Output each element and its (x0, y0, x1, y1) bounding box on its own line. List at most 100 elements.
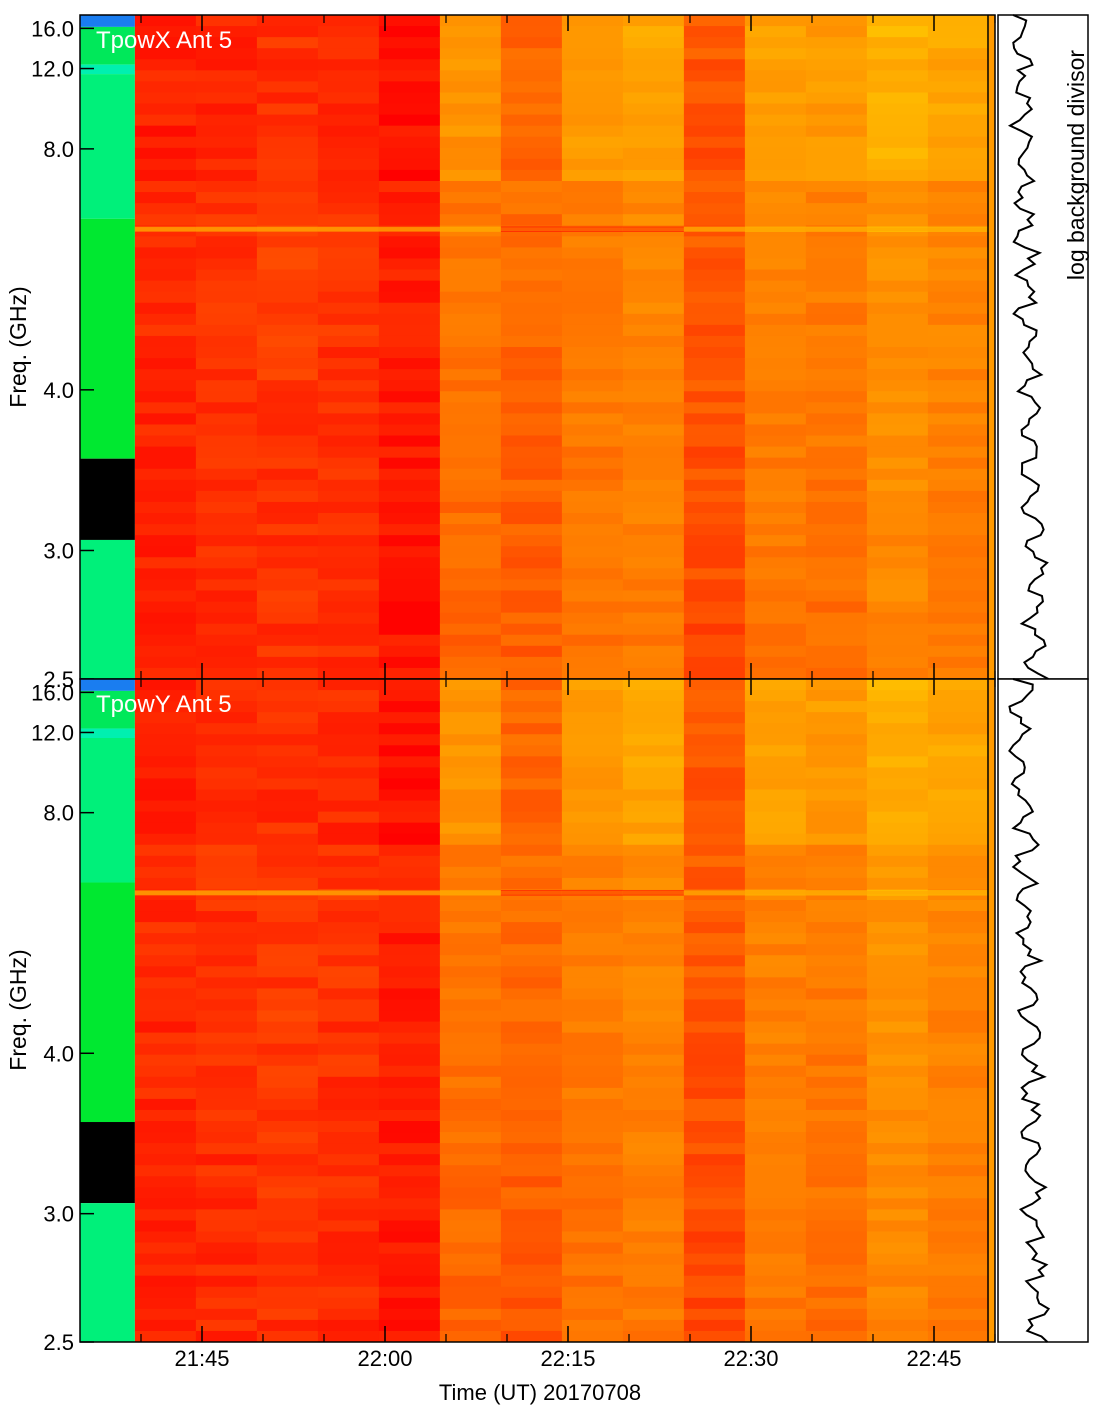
spectrogram-cell (561, 944, 624, 956)
spectrogram-cell (866, 479, 929, 492)
spectrogram-cell (378, 833, 441, 846)
spectrogram-cell (500, 944, 563, 956)
spectrogram-cell (317, 513, 380, 525)
spectrogram-cell (683, 324, 746, 337)
spectrogram-cell (744, 26, 807, 38)
spectrogram-cell (195, 490, 258, 503)
spectrogram-cell (805, 1231, 868, 1244)
spectrogram-cell (683, 1297, 746, 1310)
spectrogram-cell (805, 767, 868, 780)
spectrogram-cell (134, 999, 197, 1012)
spectrogram-cell (378, 203, 441, 215)
spectrogram-cell (378, 468, 441, 481)
spectrogram-cell (256, 844, 319, 857)
spectrogram-cell (256, 103, 319, 116)
spectrogram-cell (134, 900, 197, 912)
spectrogram-cell (683, 1076, 746, 1089)
spectrogram-cell (805, 1286, 868, 1299)
spectrogram-cell (744, 1165, 807, 1177)
spectrogram-cell (195, 391, 258, 403)
spectrogram-cell (439, 656, 502, 669)
spectrogram-cell (683, 745, 746, 757)
spectrogram-cell (500, 1076, 563, 1089)
spectrogram-cell (805, 125, 868, 138)
spectrogram-cell (317, 1043, 380, 1056)
spectrogram-cell (378, 513, 441, 525)
spectrogram-cell (683, 147, 746, 160)
spectrogram-cell (439, 48, 502, 60)
spectrogram-cell (744, 313, 807, 326)
spectrogram-cell (683, 1121, 746, 1133)
spectrogram-cell (744, 192, 807, 204)
background-divisor-curve-tpowx (1007, 14, 1049, 680)
spectrogram-cell (500, 601, 563, 614)
spectrogram-cell (866, 402, 929, 414)
spectrogram-cell (134, 1021, 197, 1034)
spectrogram-cell (622, 136, 685, 149)
spectrogram-cell (134, 1330, 197, 1342)
spectrogram-cell (439, 612, 502, 625)
spectrogram-cell (866, 446, 929, 459)
spectrogram-cell (744, 944, 807, 956)
spectrogram-cell (927, 48, 995, 60)
spectrogram-cell (378, 136, 441, 149)
spectrogram-cell (500, 214, 563, 226)
spectrogram-cell (927, 424, 995, 437)
background-band (80, 15, 135, 27)
spectrogram-cell (805, 380, 868, 392)
spectrogram-cell (317, 955, 380, 967)
spectrogram-cell (439, 667, 502, 679)
spectrogram-cell (256, 501, 319, 514)
spectrogram-cell (683, 490, 746, 503)
spectrogram-cell (378, 125, 441, 138)
spectrogram-cell (561, 1109, 624, 1122)
spectrogram-cell (927, 1021, 995, 1034)
spectrogram-cell (256, 1275, 319, 1288)
spectrogram-cell (134, 358, 197, 370)
spectrogram-cell (927, 712, 995, 724)
spectrogram-cell (927, 313, 995, 326)
spectrogram-cell (805, 955, 868, 967)
spectrogram-cell (134, 81, 197, 94)
spectrogram-cell (439, 833, 502, 846)
spectrogram-cell (500, 745, 563, 757)
spectrogram-cell (439, 158, 502, 171)
spectrogram-cell (134, 1242, 197, 1255)
spectrogram-cell (378, 302, 441, 315)
spectrogram-cell (805, 999, 868, 1012)
spectrogram-cell (805, 645, 868, 658)
spectrogram-cell (378, 590, 441, 603)
spectrogram-cell (500, 667, 563, 679)
spectrogram-cell (378, 424, 441, 437)
spectrogram-cell (927, 81, 995, 94)
spectrogram-cell (378, 391, 441, 403)
spectrogram-cell (561, 1065, 624, 1078)
spectrogram-cell (195, 701, 258, 713)
spectrogram-cell (256, 789, 319, 802)
spectrogram-cell (683, 247, 746, 260)
spectrogram-cell (134, 147, 197, 160)
spectrogram-cell (622, 169, 685, 182)
spectrogram-cell (195, 855, 258, 868)
spectrogram-cell (195, 501, 258, 514)
x-ticks-tpowx (140, 15, 996, 679)
spectrogram-cell (744, 877, 807, 890)
spectrogram-cell (805, 1143, 868, 1155)
spectrogram-cell (744, 1308, 807, 1321)
spectrogram-cell (134, 1054, 197, 1067)
spectrogram-cell (317, 1308, 380, 1321)
spectrogram-cell (866, 203, 929, 215)
spectrogram-cell (134, 114, 197, 127)
spectrogram-cell (439, 1154, 502, 1166)
spectrogram-cell (378, 1132, 441, 1144)
spectrogram-cell (744, 1330, 807, 1342)
spectrogram-cell (622, 822, 685, 835)
spectrogram-cell (439, 977, 502, 989)
spectrogram-cell (805, 1242, 868, 1255)
spectrogram-cell (744, 1087, 807, 1100)
spectrogram-cell (500, 358, 563, 370)
spectrogram-cell (134, 855, 197, 868)
spectrogram-cell (622, 424, 685, 437)
spectrogram-cell (317, 347, 380, 359)
spectrogram-cell (683, 358, 746, 370)
